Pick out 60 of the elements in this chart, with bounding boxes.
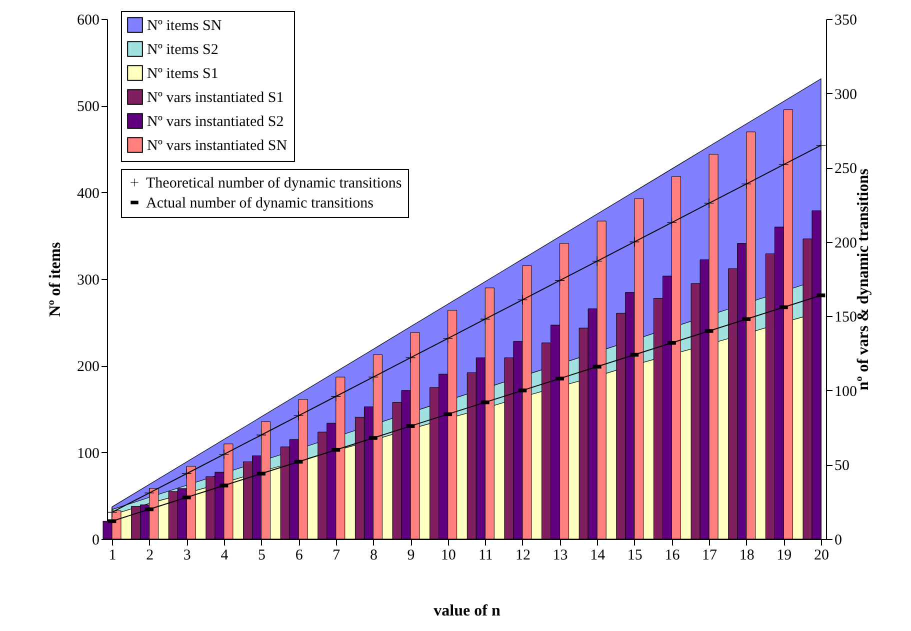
point <box>630 237 640 247</box>
legend-label: Nº items SN <box>147 18 222 34</box>
point <box>368 372 378 382</box>
legend-label: Nº vars instantiated S2 <box>147 114 284 130</box>
x-tick-label: 6 <box>295 548 304 564</box>
y2-tick-label: 0 <box>834 532 842 548</box>
y-tick-label: 400 <box>77 186 100 202</box>
x-tick-label: 10 <box>440 548 456 564</box>
y-axis-title: Nº of items <box>47 242 64 317</box>
y2-tick-label: 100 <box>834 384 857 400</box>
x-tick-label: 9 <box>407 548 415 564</box>
x-tick-label: 2 <box>146 548 154 564</box>
point <box>144 488 154 498</box>
y2-tick-label: 300 <box>834 86 857 103</box>
legend-label: Nº vars instantiated SN <box>147 138 288 154</box>
x-tick-label: 14 <box>590 548 606 564</box>
y2-tick-label: 350 <box>834 12 857 28</box>
y2-axis-title: nº of vars & dynamic transitions <box>855 168 872 390</box>
point <box>107 508 117 517</box>
x-tick-label: 18 <box>739 548 754 564</box>
point <box>704 198 714 208</box>
legend-label: Nº items S2 <box>147 42 218 58</box>
legend-label: Actual number of dynamic transitions <box>146 196 374 212</box>
y-tick-label: 100 <box>77 446 100 462</box>
x-tick-label: 20 <box>814 548 829 564</box>
y-tick-label: 0 <box>92 532 100 548</box>
point <box>443 334 453 344</box>
y2-tick-label: 50 <box>834 458 850 474</box>
x-tick-label: 5 <box>258 548 266 564</box>
legend-label: Nº vars instantiated S1 <box>147 90 284 106</box>
x-tick-label: 4 <box>220 548 229 564</box>
x-tick-label: 13 <box>552 548 568 564</box>
x-tick-label: 17 <box>702 548 718 564</box>
x-tick-label: 15 <box>627 548 642 564</box>
x-tick-label: 8 <box>370 548 378 564</box>
y2-tick-label: 250 <box>834 161 857 178</box>
y-tick-label: 500 <box>77 99 100 116</box>
x-tick-label: 11 <box>478 548 493 564</box>
x-tick-label: 3 <box>183 548 191 564</box>
y-tick-label: 200 <box>77 359 100 376</box>
y-tick-label: 300 <box>77 272 100 288</box>
x-tick-label: 12 <box>515 548 530 564</box>
y-tick-label: 600 <box>77 12 100 28</box>
legend-label: Theoretical number of dynamic transitions <box>146 176 402 192</box>
point <box>406 353 416 362</box>
y2-tick-label: 200 <box>834 235 857 252</box>
point <box>256 430 266 440</box>
point <box>666 218 676 228</box>
x-axis-title: value of n <box>434 602 500 620</box>
x-tick-label: 1 <box>108 548 116 564</box>
point <box>555 276 565 286</box>
x-tick-label: 19 <box>776 548 792 564</box>
y2-tick-label: 150 <box>834 310 857 326</box>
legend-label: Nº items S1 <box>147 66 218 82</box>
point <box>219 450 229 460</box>
x-tick-label: 16 <box>664 548 680 564</box>
point <box>294 410 304 420</box>
x-tick-label: 7 <box>332 548 341 564</box>
point <box>518 295 528 305</box>
point <box>816 140 826 150</box>
